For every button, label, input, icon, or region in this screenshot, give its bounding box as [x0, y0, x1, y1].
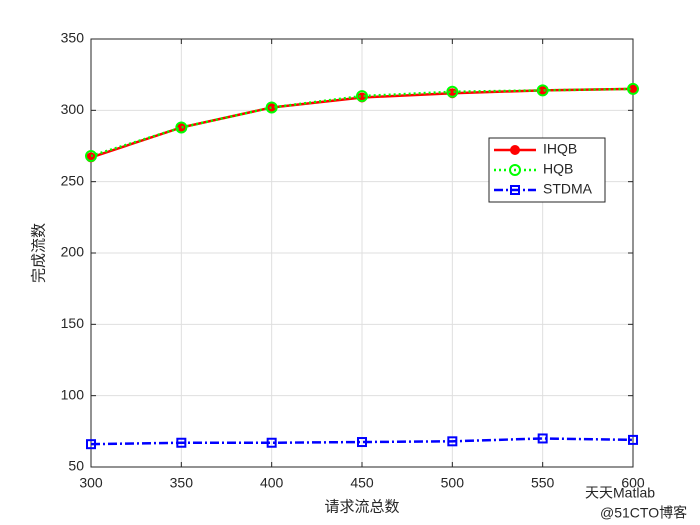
marker	[85, 149, 97, 162]
x-tick-label: 350	[170, 475, 194, 491]
plot-frame	[90, 38, 634, 468]
x-axis-label: 请求流总数	[324, 498, 399, 515]
marker	[86, 439, 96, 450]
y-tick-label: 300	[61, 101, 85, 117]
y-axis-label: 完成流数	[30, 223, 47, 283]
x-tick-label: 500	[441, 475, 465, 491]
marker	[446, 85, 459, 98]
y-tick-label: 350	[61, 30, 85, 46]
y-tick-label: 250	[61, 172, 85, 188]
marker	[628, 434, 638, 445]
annotation: 天天Matlab	[585, 485, 655, 501]
legend-label: IHQB	[543, 141, 577, 157]
marker	[537, 433, 548, 444]
x-tick-label: 400	[260, 475, 284, 491]
marker	[175, 121, 188, 134]
x-tick-label: 600	[621, 475, 645, 491]
legend-marker	[509, 164, 521, 176]
marker	[357, 437, 367, 448]
y-tick-label: 100	[61, 386, 85, 402]
y-tick-label: 200	[61, 244, 85, 260]
x-tick-label: 450	[350, 475, 374, 491]
legend: IHQB HQB STDMA	[488, 137, 606, 203]
marker	[266, 437, 277, 448]
legend-label: STDMA	[543, 181, 593, 197]
marker	[356, 90, 368, 103]
marker	[176, 122, 187, 133]
legend-marker	[510, 145, 520, 155]
y-tick-label: 50	[68, 458, 84, 474]
marker	[627, 82, 639, 95]
x-tick-label: 300	[79, 475, 103, 491]
legend-marker	[510, 185, 520, 195]
y-tick-label: 150	[61, 315, 85, 331]
marker	[447, 436, 458, 447]
legend-box	[488, 137, 606, 203]
series-line	[90, 437, 634, 446]
marker	[265, 101, 278, 114]
annotation: @51CTO博客	[600, 505, 687, 521]
x-tick-label: 550	[531, 475, 555, 491]
marker	[176, 437, 187, 448]
legend-label: HQB	[543, 161, 573, 177]
marker	[536, 84, 549, 97]
